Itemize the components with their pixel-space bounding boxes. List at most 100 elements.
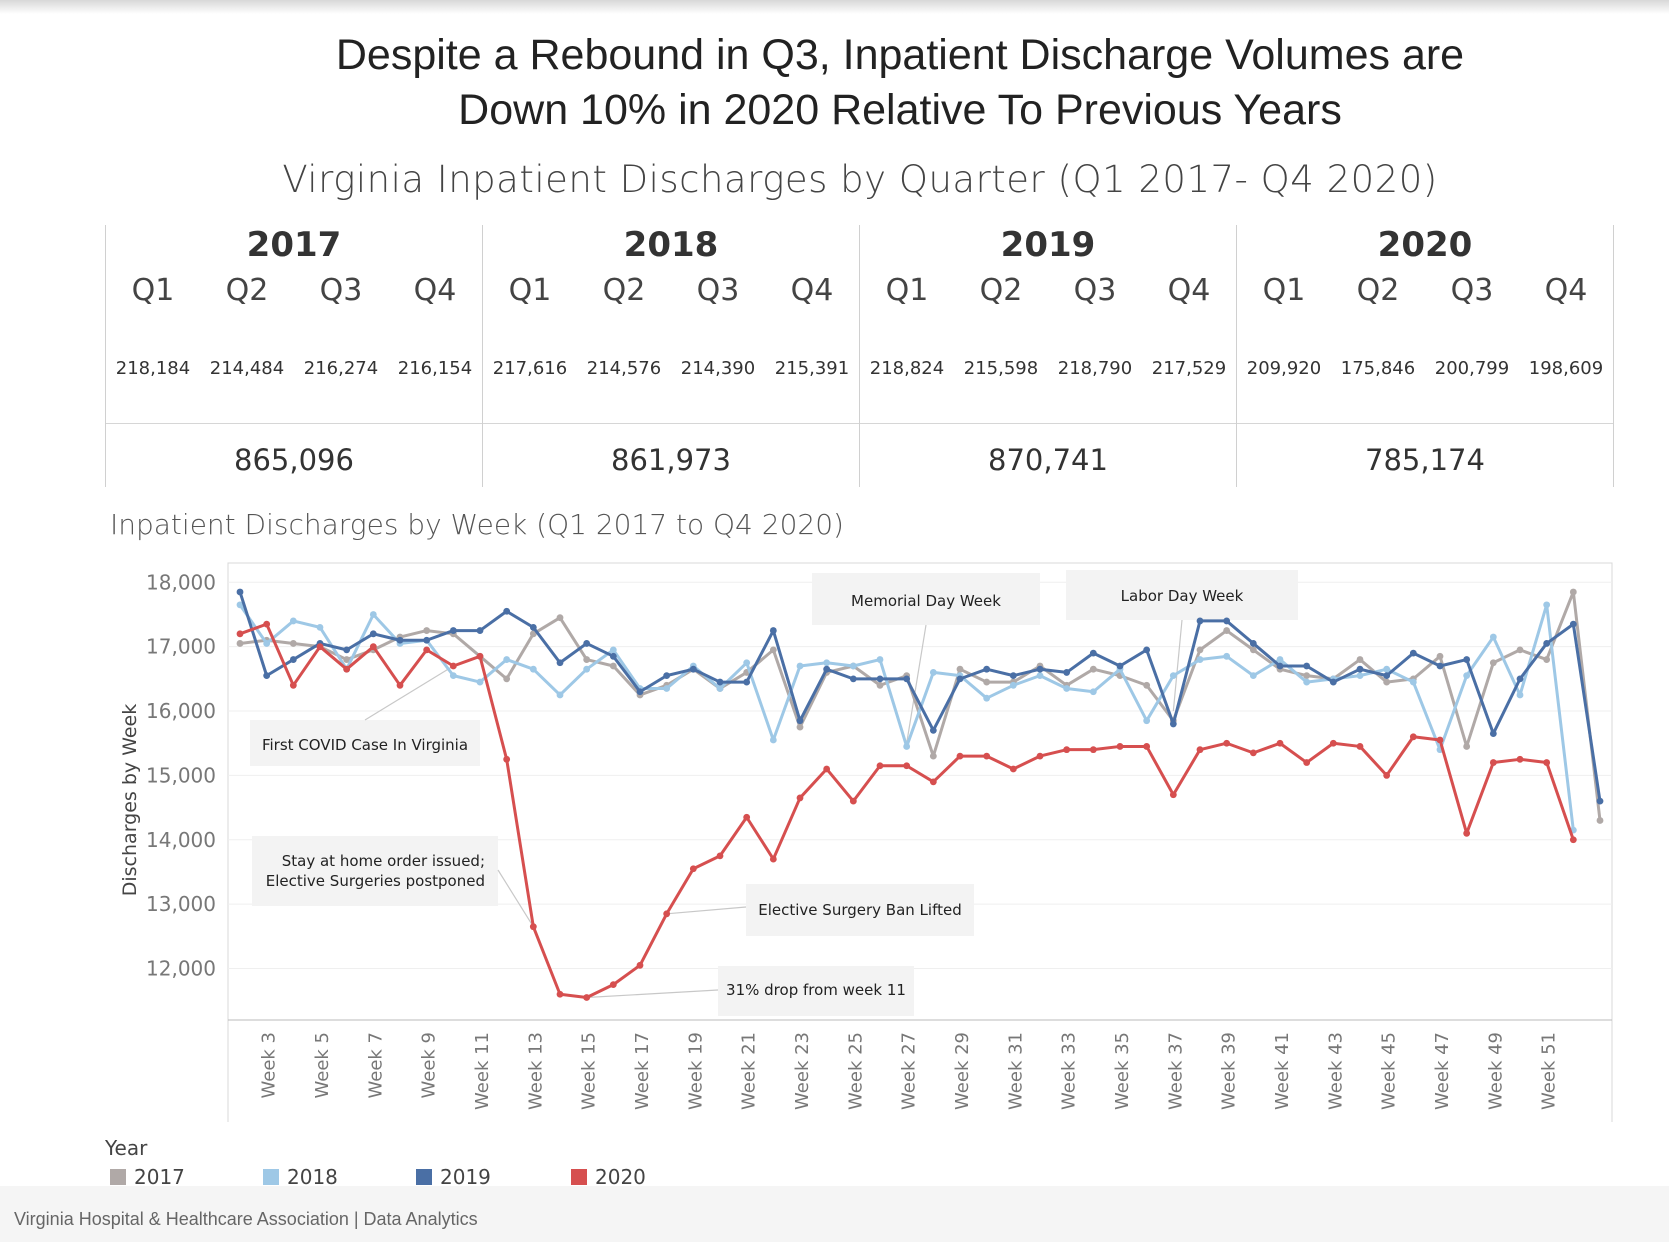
quarter-label: Q4 bbox=[790, 273, 834, 308]
point-2019 bbox=[583, 640, 591, 647]
point-2018 bbox=[1489, 633, 1497, 641]
quarter-label: Q1 bbox=[508, 273, 552, 308]
row-divider bbox=[860, 423, 1236, 424]
point-2020 bbox=[289, 681, 297, 689]
point-2017 bbox=[1249, 646, 1257, 654]
legend-item-2018[interactable]: 2018 bbox=[263, 1165, 338, 1195]
point-2017 bbox=[1383, 678, 1391, 686]
y-tick-label: 16,000 bbox=[146, 699, 216, 723]
point-2018 bbox=[663, 685, 671, 692]
point-2018 bbox=[476, 678, 484, 686]
x-tick-label: Week 15 bbox=[579, 1032, 600, 1110]
point-2019 bbox=[1089, 649, 1097, 657]
point-2019 bbox=[1169, 720, 1177, 728]
row-divider bbox=[106, 423, 482, 424]
point-2019 bbox=[1383, 672, 1391, 680]
point-2019 bbox=[1036, 665, 1044, 673]
legend-item-2020[interactable]: 2020 bbox=[571, 1165, 646, 1195]
point-2020 bbox=[529, 923, 537, 931]
point-2018 bbox=[1223, 652, 1231, 660]
point-2017 bbox=[876, 681, 884, 689]
point-2020 bbox=[903, 762, 911, 770]
point-2018 bbox=[1276, 656, 1284, 663]
point-2020 bbox=[476, 652, 484, 660]
quarter-value: 200,799 bbox=[1434, 358, 1510, 379]
point-2020 bbox=[1169, 791, 1177, 799]
point-2020 bbox=[1356, 743, 1364, 750]
quarter-label: Q2 bbox=[1356, 273, 1400, 308]
series-line-2018 bbox=[238, 603, 1575, 831]
legend-swatch bbox=[416, 1169, 432, 1185]
annotation-box-labor-day bbox=[1066, 570, 1298, 620]
point-2019 bbox=[796, 717, 804, 725]
quarter-value: 217,616 bbox=[492, 358, 568, 379]
year-label: 2020 bbox=[1377, 225, 1473, 265]
point-2017 bbox=[1569, 588, 1577, 596]
point-2019 bbox=[876, 675, 884, 683]
point-2018 bbox=[609, 646, 617, 654]
legend-item-2017[interactable]: 2017 bbox=[110, 1165, 185, 1195]
point-2019 bbox=[1409, 649, 1417, 657]
x-tick-label: Week 13 bbox=[525, 1032, 546, 1110]
x-tick-label: Week 39 bbox=[1219, 1032, 1240, 1110]
point-2020 bbox=[876, 762, 884, 770]
quarter-label: Q3 bbox=[1450, 273, 1494, 308]
point-2020 bbox=[1489, 759, 1497, 766]
point-2019 bbox=[1489, 730, 1497, 737]
point-2019 bbox=[1143, 646, 1151, 654]
point-2020 bbox=[423, 646, 431, 654]
y-axis-label: Discharges by Week bbox=[119, 704, 141, 897]
quarter-value: 218,790 bbox=[1057, 358, 1133, 379]
point-2019 bbox=[636, 688, 644, 696]
x-tick-label: Week 9 bbox=[419, 1032, 440, 1099]
point-2019 bbox=[476, 627, 484, 634]
annotation-leader bbox=[364, 665, 454, 721]
quarter-value: 218,184 bbox=[115, 358, 191, 379]
y-tick-label: 18,000 bbox=[146, 570, 216, 594]
point-2019 bbox=[449, 627, 457, 634]
point-2019 bbox=[903, 675, 911, 683]
annotation-leader bbox=[906, 624, 927, 744]
point-2018 bbox=[1383, 665, 1391, 673]
point-2017 bbox=[929, 752, 937, 760]
year-label: 2017 bbox=[246, 225, 342, 265]
point-2018 bbox=[1009, 681, 1017, 689]
point-2019 bbox=[236, 588, 244, 596]
point-2019 bbox=[343, 646, 351, 654]
point-2018 bbox=[236, 601, 244, 609]
legend-label: 2018 bbox=[287, 1165, 338, 1189]
y-tick-label: 17,000 bbox=[146, 635, 216, 659]
point-2020 bbox=[236, 630, 244, 638]
point-2020 bbox=[743, 813, 751, 821]
point-2017 bbox=[769, 646, 777, 654]
point-2018 bbox=[263, 640, 271, 647]
point-2020 bbox=[556, 990, 564, 998]
point-2018 bbox=[823, 659, 831, 667]
x-tick-label: Week 33 bbox=[1059, 1032, 1080, 1110]
legend-item-2019[interactable]: 2019 bbox=[416, 1165, 491, 1195]
point-2018 bbox=[983, 694, 991, 702]
point-2020 bbox=[1383, 772, 1391, 779]
point-2017 bbox=[1516, 646, 1524, 654]
point-2020 bbox=[1009, 765, 1017, 773]
x-tick-label: Week 25 bbox=[845, 1032, 866, 1110]
point-2018 bbox=[289, 617, 297, 625]
point-2019 bbox=[289, 656, 297, 663]
point-2018 bbox=[769, 736, 777, 744]
legend-swatch bbox=[110, 1169, 126, 1185]
y-tick-label: 14,000 bbox=[146, 828, 216, 852]
year-block-2018: 2018 Q1 217,616 Q2 214,576 Q3 214,390 Q4 215,391… bbox=[482, 225, 859, 487]
point-2020 bbox=[503, 755, 511, 763]
y-tick-label: 15,000 bbox=[146, 763, 216, 787]
point-2018 bbox=[796, 662, 804, 670]
point-2020 bbox=[609, 981, 617, 988]
point-2018 bbox=[556, 691, 564, 699]
point-2018 bbox=[1409, 678, 1417, 686]
point-2018 bbox=[1543, 601, 1551, 609]
quarter-label: Q3 bbox=[1073, 273, 1117, 308]
point-2018 bbox=[1463, 672, 1471, 680]
headline: Despite a Rebound in Q3, Inpatient Disch… bbox=[180, 28, 1620, 138]
quarter-value: 218,824 bbox=[869, 358, 945, 379]
point-2019 bbox=[556, 659, 564, 667]
row-divider bbox=[483, 423, 859, 424]
